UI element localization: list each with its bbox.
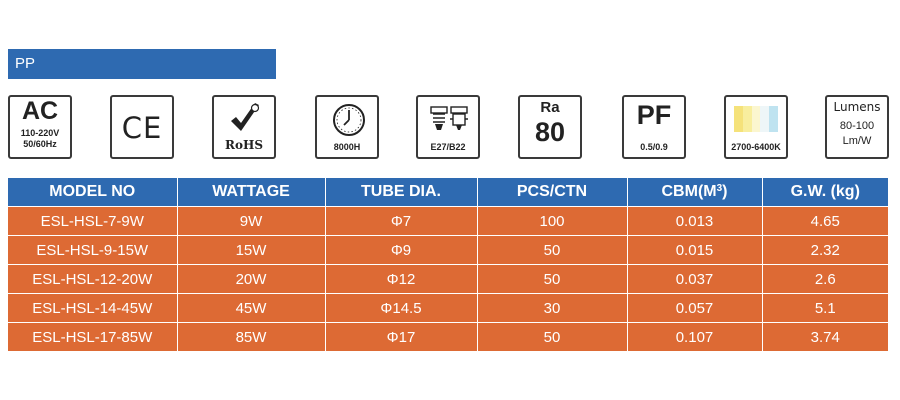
cct-swatch-1 (734, 106, 743, 132)
cell-wattage: 20W (176, 264, 325, 294)
ac-label: AC (21, 97, 59, 125)
cell-cbm: 0.037 (626, 264, 762, 294)
ce-mark-icon: CE (121, 111, 163, 145)
ac-voltage-text: 110-220V (20, 128, 60, 138)
pf-label: PF (636, 100, 672, 130)
cell-pcs-ctn: 30 (476, 293, 627, 323)
lumens-range: 80-100 (839, 120, 875, 132)
lumens-badge: Lumens 80-100 Lm/W (825, 95, 889, 159)
cell-model-no: ESL-HSL-7-9W (8, 206, 177, 236)
cell-tube-dia: Φ9 (324, 235, 477, 265)
cell-pcs-ctn: 50 (476, 322, 627, 351)
cell-pcs-ctn: 50 (476, 264, 627, 294)
ce-badge: CE (110, 95, 174, 159)
header-wattage: WATTAGE (176, 178, 325, 207)
cct-swatch-5 (769, 106, 778, 132)
cell-cbm: 0.013 (626, 206, 762, 236)
cct-range-text: 2700-6400K (731, 142, 781, 152)
cell-wattage: 45W (176, 293, 325, 323)
lumens-title: Lumens (833, 100, 881, 114)
cell-gross-weight: 2.6 (761, 264, 888, 294)
cell-tube-dia: Φ7 (324, 206, 477, 236)
cell-model-no: ESL-HSL-12-20W (8, 264, 177, 294)
rohs-badge: RoHS (212, 95, 276, 159)
cell-wattage: 9W (176, 206, 325, 236)
section-title-bar: PP (8, 49, 276, 79)
lamp-base-text: E27/B22 (430, 142, 466, 152)
rohs-text: RoHS (225, 138, 263, 152)
table-row: ESL-HSL-7-9W 9W Φ7 100 0.013 4.65 (8, 206, 888, 236)
lifetime-hours-text: 8000H (333, 142, 361, 152)
color-temperature-icon (734, 106, 778, 132)
rohs-check-icon (231, 103, 260, 131)
clock-icon (333, 104, 365, 136)
table-header-row: MODEL NO WATTAGE TUBE DIA. PCS/CTN CBM(M… (8, 178, 888, 207)
header-cbm: CBM(M3) (626, 178, 762, 207)
cell-cbm: 0.057 (626, 293, 762, 323)
lamp-base-icon (430, 106, 468, 130)
ra-badge: Ra 80 (518, 95, 582, 159)
cell-model-no: ESL-HSL-14-45W (8, 293, 177, 323)
cell-gross-weight: 2.32 (761, 235, 888, 265)
cell-wattage: 85W (176, 322, 325, 351)
cell-cbm: 0.015 (626, 235, 762, 265)
cell-tube-dia: Φ12 (324, 264, 477, 294)
lifetime-badge: 8000H (315, 95, 379, 159)
cell-tube-dia: Φ17 (324, 322, 477, 351)
cell-pcs-ctn: 50 (476, 235, 627, 265)
cell-pcs-ctn: 100 (476, 206, 627, 236)
section-title: PP (15, 55, 36, 72)
certification-badges: AC 110-220V 50/60Hz CE RoHS 8000H (0, 0, 900, 170)
color-temperature-badge: 2700-6400K (724, 95, 788, 159)
ac-voltage-badge: AC 110-220V 50/60Hz (8, 95, 72, 159)
header-gross-weight: G.W. (kg) (761, 178, 888, 207)
header-cbm-text: CBM(M (661, 183, 717, 200)
ra-value: 80 (534, 117, 566, 147)
cell-gross-weight: 5.1 (761, 293, 888, 323)
cct-swatch-3 (751, 106, 761, 132)
cct-swatch-4 (760, 106, 770, 132)
cell-gross-weight: 3.74 (761, 322, 888, 351)
cell-model-no: ESL-HSL-9-15W (8, 235, 177, 265)
table-row: ESL-HSL-17-85W 85W Φ17 50 0.107 3.74 (8, 322, 888, 351)
table-row: ESL-HSL-9-15W 15W Φ9 50 0.015 2.32 (8, 235, 888, 265)
ac-frequency-text: 50/60Hz (23, 139, 57, 149)
cct-swatch-2 (742, 106, 752, 132)
cell-tube-dia: Φ14.5 (324, 293, 477, 323)
header-tube-dia: TUBE DIA. (324, 178, 477, 207)
cell-cbm: 0.107 (626, 322, 762, 351)
table-row: ESL-HSL-12-20W 20W Φ12 50 0.037 2.6 (8, 264, 888, 294)
pf-range-text: 0.5/0.9 (640, 142, 668, 152)
power-factor-badge: PF 0.5/0.9 (622, 95, 686, 159)
header-cbm-superscript: 3 (716, 183, 723, 194)
cell-gross-weight: 4.65 (761, 206, 888, 236)
cell-model-no: ESL-HSL-17-85W (8, 322, 177, 351)
ra-label: Ra (540, 99, 560, 116)
cell-wattage: 15W (176, 235, 325, 265)
header-model-no: MODEL NO (8, 178, 177, 207)
header-cbm-close: ) (722, 183, 728, 200)
header-pcs-ctn: PCS/CTN (476, 178, 627, 207)
lumens-unit: Lm/W (842, 135, 872, 147)
lamp-base-badge: E27/B22 (416, 95, 480, 159)
spec-table: MODEL NO WATTAGE TUBE DIA. PCS/CTN CBM(M… (8, 178, 888, 351)
table-row: ESL-HSL-14-45W 45W Φ14.5 30 0.057 5.1 (8, 293, 888, 323)
